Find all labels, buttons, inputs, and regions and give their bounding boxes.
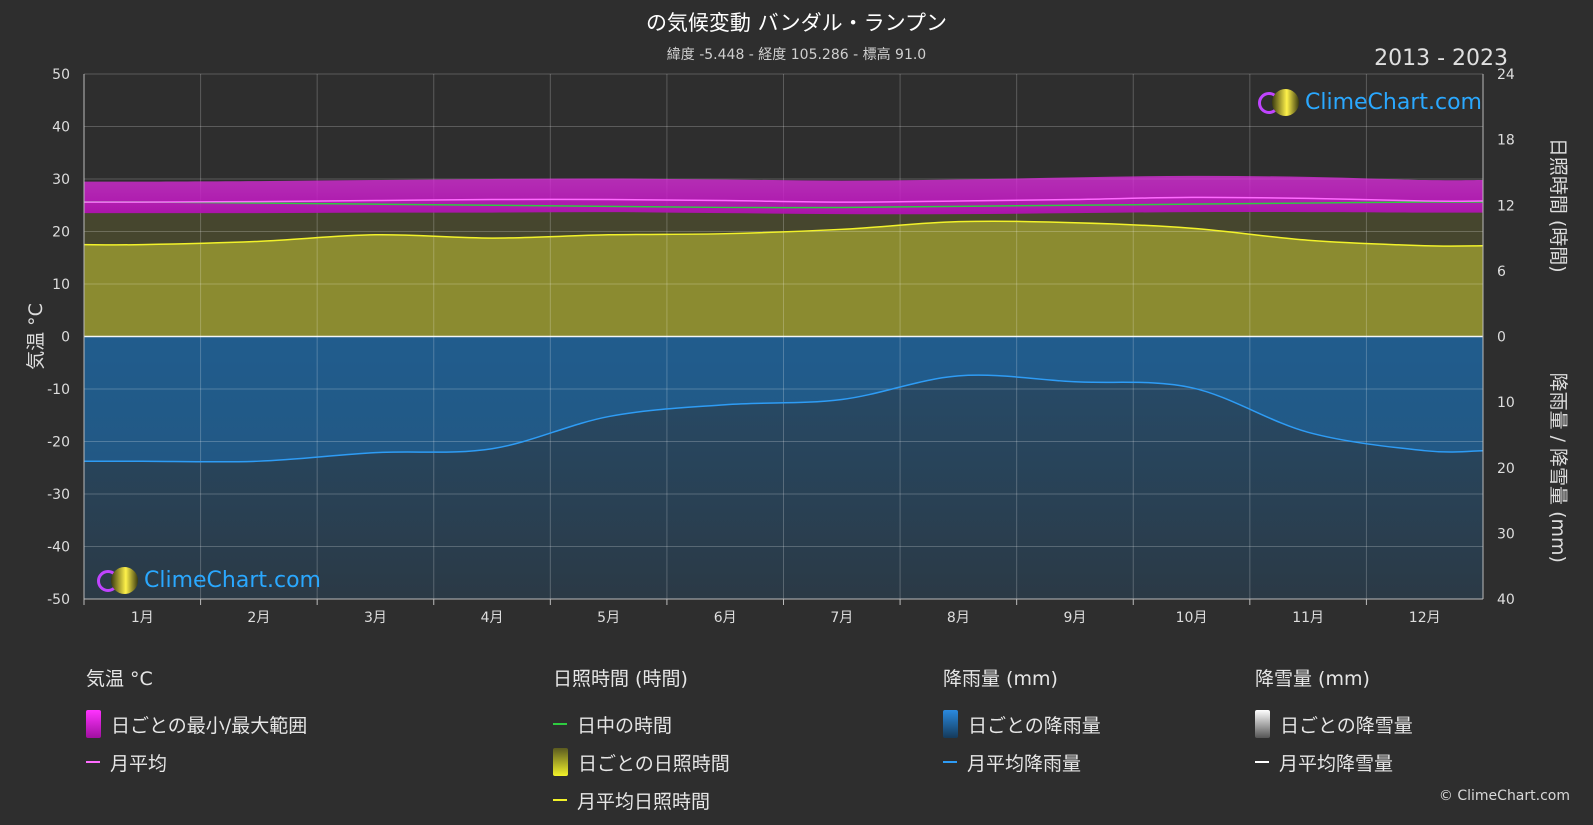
month-label: 3月 — [364, 610, 387, 626]
sunshine-area — [84, 221, 1483, 337]
legend-label: 月平均降雪量 — [1279, 752, 1394, 775]
line-daylight — [83, 201, 1484, 209]
legend-label: 日ごとの降雪量 — [1280, 714, 1413, 737]
legend-item: 月平均日照時間 — [553, 781, 730, 819]
swatch-snow — [1255, 710, 1270, 738]
swatch-sunshine-avg — [553, 799, 567, 801]
month-label: 4月 — [481, 610, 504, 626]
swatch-rain — [943, 710, 958, 738]
axes-layer: 50 40 30 20 10 0 -10 -20 -30 -40 -50 24 18 12 6 0 10 20 30… — [25, 67, 1569, 626]
tick-label-temp: -20 — [47, 435, 70, 451]
tick-label-temp: 0 — [61, 330, 70, 346]
legend-item: 月平均降雪量 — [1255, 743, 1413, 781]
swatch-temp-range — [86, 710, 101, 738]
legend-item: 日ごとの日照時間 — [553, 743, 730, 781]
swatch-rain-avg — [943, 761, 957, 763]
tick-label-sunshine: 12 — [1497, 198, 1515, 214]
tick-label-rain: 40 — [1497, 592, 1515, 608]
tick-label-sunshine: 24 — [1497, 67, 1515, 83]
legend-label: 月平均降雨量 — [967, 752, 1082, 775]
legend-item: 月平均降雨量 — [943, 743, 1101, 781]
tick-label-sunshine: 18 — [1497, 133, 1515, 149]
tick-label-sunshine: 6 — [1497, 264, 1506, 280]
line-rain-avg — [84, 374, 1484, 463]
legend-item: 日中の時間 — [553, 705, 730, 743]
rain-avg-area — [84, 336, 1483, 462]
axis-title-rain: 降雨量 / 降雪量 (mm) — [1547, 373, 1569, 563]
axis-title-temp: 気温 °C — [25, 303, 47, 370]
temperature-band-layer — [84, 175, 1483, 215]
tick-label-temp: 20 — [52, 225, 70, 241]
tick-label-temp: -40 — [47, 540, 70, 556]
month-label: 9月 — [1063, 610, 1086, 626]
legend-label: 日ごとの日照時間 — [578, 752, 730, 775]
chart-title: の気候変動 バンダル・ランプン — [645, 11, 948, 35]
tick-label-rain: 20 — [1497, 461, 1515, 477]
month-label: 1月 — [131, 610, 154, 626]
axis-title-sunshine: 日照時間 (時間) — [1547, 138, 1569, 273]
legend-sunshine: 日照時間 (時間) 日中の時間 日ごとの日照時間 月平均日照時間 — [553, 664, 730, 819]
month-label: 7月 — [830, 610, 853, 626]
chart-subtitle: 緯度 -5.448 - 経度 105.286 - 標高 91.0 — [666, 47, 927, 63]
month-label: 2月 — [247, 610, 270, 626]
logo-sun-icon — [1272, 89, 1299, 116]
legend-snow: 降雪量 (mm) 日ごとの降雪量 月平均降雪量 — [1255, 664, 1413, 781]
tick-label-temp: 50 — [52, 67, 70, 83]
legend-item: 日ごとの降雪量 — [1255, 705, 1413, 743]
tick-label-temp: -30 — [47, 487, 70, 503]
tick-label-temp: 10 — [52, 277, 70, 293]
swatch-daylight — [553, 723, 567, 725]
line-temp-avg — [83, 196, 1484, 203]
legend-heading: 日照時間 (時間) — [553, 668, 688, 690]
legend-label: 月平均 — [110, 752, 168, 775]
month-label: 11月 — [1292, 610, 1324, 626]
month-label: 12月 — [1409, 610, 1441, 626]
swatch-temp-avg — [86, 761, 100, 763]
legend-label: 日ごとの降雨量 — [968, 714, 1101, 737]
temp-range-band — [84, 175, 1483, 215]
legend-heading: 降雪量 (mm) — [1255, 668, 1370, 690]
logo-sun-icon — [111, 567, 138, 594]
tick-label-sunshine: 0 — [1497, 330, 1506, 346]
tick-label-rain: 10 — [1497, 395, 1515, 411]
legend-item: 日ごとの降雨量 — [943, 705, 1101, 743]
legend-rain: 降雨量 (mm) 日ごとの降雨量 月平均降雨量 — [943, 664, 1101, 781]
legend-item: 日ごとの最小/最大範囲 — [86, 705, 307, 743]
series-lines-layer — [83, 196, 1484, 463]
tick-label-temp: -10 — [47, 382, 70, 398]
month-label: 5月 — [597, 610, 620, 626]
legend-heading: 降雨量 (mm) — [943, 668, 1058, 690]
tick-label-temp: 30 — [52, 172, 70, 188]
legend-label: 月平均日照時間 — [577, 790, 711, 813]
month-label: 10月 — [1176, 610, 1208, 626]
rain-area-layer — [84, 336, 1483, 599]
swatch-snow-avg — [1255, 761, 1269, 763]
month-label: 8月 — [947, 610, 970, 626]
logo-text: ClimeChart.com — [144, 568, 321, 593]
logo-top: ClimeChart.com — [1258, 89, 1482, 116]
line-sunshine-avg — [83, 220, 1484, 247]
year-range: 2013 - 2023 — [1374, 46, 1508, 71]
legend-temperature: 気温 °C 日ごとの最小/最大範囲 月平均 — [86, 664, 307, 781]
legend-item: 月平均 — [86, 743, 307, 781]
legend-label: 日中の時間 — [577, 714, 673, 737]
logo-text: ClimeChart.com — [1305, 90, 1482, 115]
copyright: © ClimeChart.com — [1438, 788, 1570, 804]
sunshine-area-layer — [84, 201, 1483, 337]
tick-label-rain: 30 — [1497, 526, 1515, 542]
logo-bottom: ClimeChart.com — [97, 567, 321, 594]
tick-label-temp: 40 — [52, 120, 70, 136]
legend-heading: 気温 °C — [86, 668, 153, 690]
tick-label-temp: -50 — [47, 592, 70, 608]
swatch-sunshine — [553, 748, 568, 776]
month-label: 6月 — [714, 610, 737, 626]
legend-label: 日ごとの最小/最大範囲 — [111, 714, 308, 737]
